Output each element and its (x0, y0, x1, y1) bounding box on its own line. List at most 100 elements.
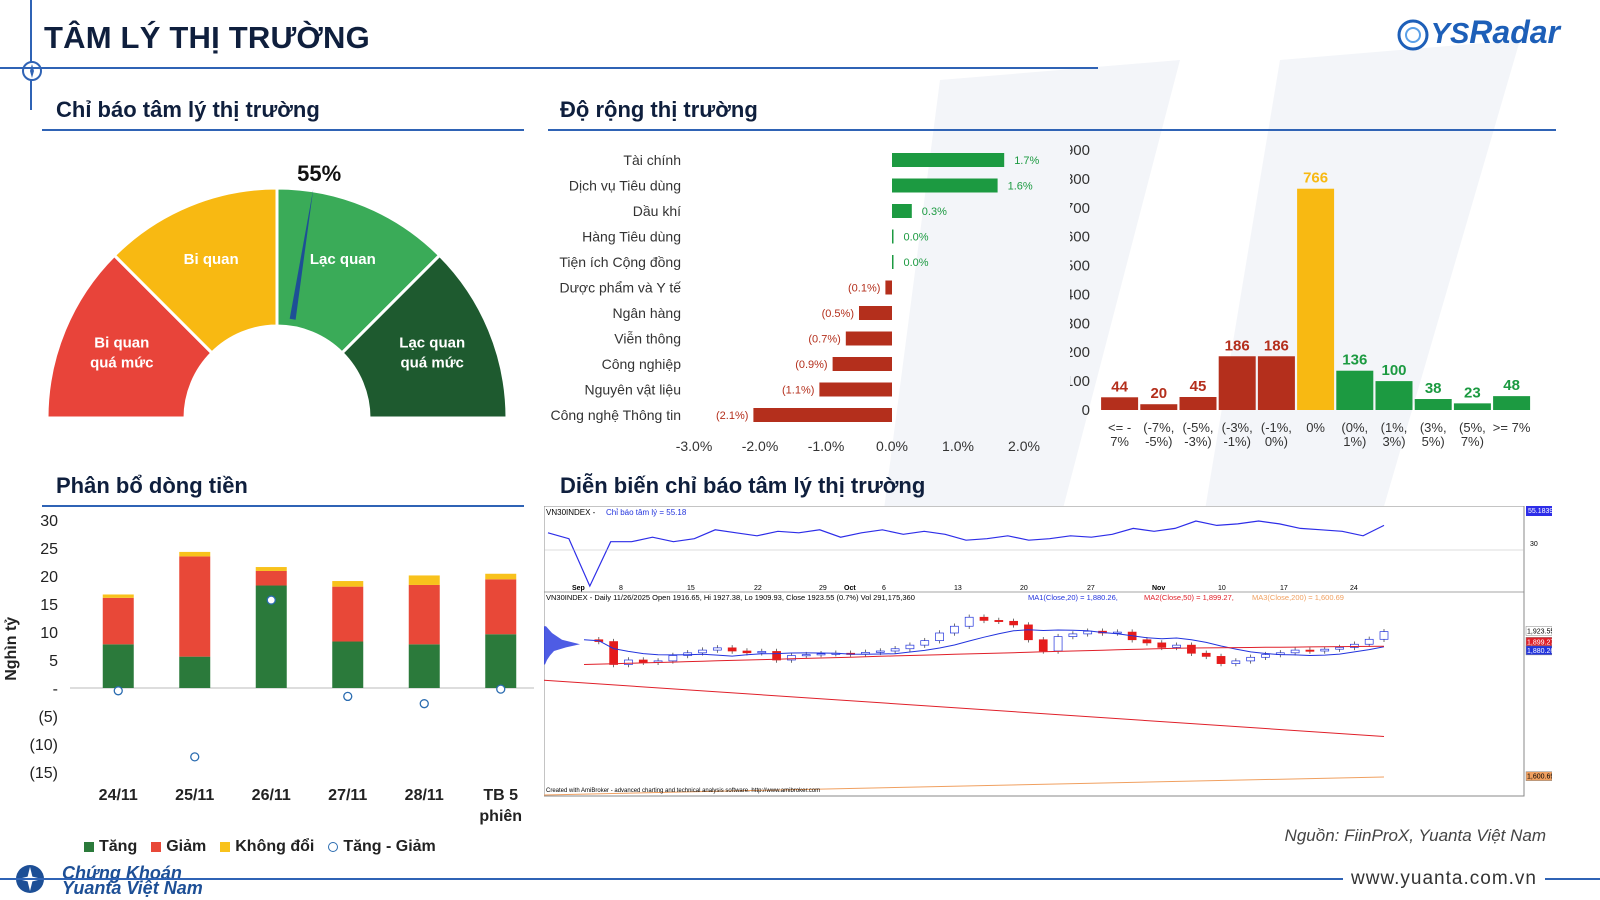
dist-cat-label: 0% (1306, 420, 1325, 435)
price-distribution-chart: 0 100 200 300 400 500 600 700 800 900 44 <= -7% 20 (-… (1070, 142, 1531, 449)
ami-candle-body (1083, 630, 1093, 635)
website-link[interactable]: www.yuanta.com.vn (1343, 868, 1545, 890)
flow-net-point (343, 691, 353, 702)
dist-y-tick: 400 (1070, 286, 1090, 303)
flow-title-rule (42, 505, 524, 507)
flow-x-tick: 28/11 (405, 787, 444, 804)
legend-up: Tăng (84, 838, 137, 856)
sector-label: Nguyên vật liệu (584, 382, 681, 398)
flow-y-tick: 25 (40, 541, 58, 558)
ami-candle-body (787, 655, 796, 661)
ami-candle-body (801, 654, 811, 657)
ami-ma1-line (583, 629, 1385, 657)
ami-x-label: Nov (1152, 585, 1165, 592)
sector-bar (885, 280, 892, 295)
flow-section-title: Phân bổ dòng tiền (56, 473, 248, 498)
flow-x-tick: 27/11 (328, 787, 367, 804)
flow-y-tick: 30 (40, 513, 58, 530)
ami-candle-body (1335, 647, 1344, 650)
sector-value-label: 0.0% (904, 257, 929, 269)
flow-bar-segment (102, 644, 134, 688)
ami-last-tag (1526, 506, 1552, 516)
flow-net-point (496, 684, 506, 694)
dist-value-label: 186 (1264, 337, 1289, 354)
dist-bar (1493, 396, 1531, 410)
ami-ma2-line (583, 645, 1385, 665)
ami-price-tag-label: 1,899.27 (1527, 639, 1552, 646)
dist-value-label: 186 (1225, 337, 1250, 354)
flow-x-tick: 25/11 (175, 787, 214, 804)
dist-y-tick: 700 (1070, 200, 1090, 217)
dist-bar (1414, 399, 1452, 410)
sector-bar (892, 178, 998, 193)
brand-radar: Radar (1469, 14, 1560, 50)
flow-x-tick: TB 5 (483, 787, 518, 804)
dist-cat-label: (-7%, (1143, 420, 1174, 435)
dist-value-label: 48 (1503, 377, 1520, 394)
company-name: Chứng Khoán Yuanta Việt Nam (62, 863, 203, 897)
gauge-segment (45, 253, 215, 420)
breadth-title-rule (548, 129, 1556, 131)
company-line1: Chứng Khoán (62, 863, 182, 883)
flow-y-tick: 5 (49, 653, 58, 670)
ami-x-label: 27 (1087, 585, 1095, 592)
flow-bar-segment (255, 567, 287, 571)
gauge-segment (275, 186, 442, 356)
sector-bar (892, 255, 894, 269)
gauge-segment-label: Lạc quan (310, 251, 376, 268)
ami-candle-body (1364, 638, 1374, 645)
ami-candle-body (875, 650, 885, 653)
ami-price-ma2: MA2(Close,50) = 1,899.27, (1144, 593, 1234, 602)
gauge-segment (112, 186, 279, 356)
dist-y-tick: 600 (1070, 229, 1090, 246)
gauge-section-title: Chỉ báo tâm lý thị trường (56, 97, 320, 122)
ami-price-tag-label: 1,600.69 (1527, 774, 1552, 781)
gauge-segment-label: Bi quan (184, 251, 239, 268)
ami-candle-body (1216, 656, 1226, 664)
sector-value-label: (1.1%) (782, 385, 814, 397)
ami-candle-body (757, 651, 767, 654)
sector-label: Công nghiệp (602, 356, 682, 372)
ami-x-label: 20 (1020, 585, 1028, 592)
ami-candle-body (1068, 633, 1078, 637)
ami-candle-body (1290, 649, 1300, 654)
flow-y-tick: 10 (40, 625, 58, 642)
flow-x-tick: 26/11 (252, 787, 291, 804)
dist-cat-label: (-1%, (1261, 420, 1292, 435)
sector-bar (892, 229, 894, 244)
dist-cat-label: <= - (1108, 420, 1131, 435)
ami-candle-body (1009, 620, 1018, 626)
dist-cat-label-2: -1%) (1223, 434, 1250, 449)
dist-cat-label: (1%, (1381, 420, 1408, 435)
dist-y-tick: 0 (1082, 402, 1090, 419)
gauge-segment-label-2: quá mức (90, 355, 153, 372)
sector-label: Tài chính (623, 152, 681, 168)
ami-price-tag-label: 1,923.55 (1527, 628, 1552, 635)
flow-y-tick: (10) (30, 737, 58, 754)
ami-price-tag-label: 1,880.26 (1527, 648, 1552, 655)
ami-candle-body (1024, 624, 1033, 641)
flow-bar-segment (179, 556, 211, 657)
flow-bar-segment (408, 575, 440, 585)
ami-candle-body (950, 625, 959, 634)
dist-value-label: 44 (1111, 378, 1128, 395)
ami-candle-body (1320, 648, 1330, 652)
sector-breadth-chart: Tài chính 1.7% Dịch vụ Tiêu dùng 1.6% Dầu kh… (550, 152, 1039, 454)
legend-flat: Không đổi (220, 838, 314, 856)
ami-footer: Created with AmiBroker - advanced charti… (546, 788, 820, 794)
ami-candle-body (1350, 643, 1359, 648)
ami-ref-label: 30 (1530, 541, 1538, 548)
gauge-segment-label-2: quá mức (401, 355, 464, 372)
ami-x-label: 22 (754, 585, 762, 592)
dist-value-label: 766 (1303, 170, 1328, 187)
flow-bar-segment (332, 586, 364, 642)
ami-ma3-line (543, 776, 1385, 796)
page-title: TÂM LÝ THỊ TRƯỜNG (44, 20, 370, 55)
sector-label: Viễn thông (614, 331, 681, 347)
flow-y-tick: 20 (40, 569, 58, 586)
ami-candle-body (1172, 644, 1181, 648)
ami-candle-body (890, 648, 900, 652)
money-flow-chart: 30 25 20 15 10 5 - (5) (10) (15) Nghìn tỷ 24/11 25/1… (3, 513, 534, 825)
dist-y-tick: 300 (1070, 315, 1090, 332)
flow-bar-segment (485, 579, 517, 635)
